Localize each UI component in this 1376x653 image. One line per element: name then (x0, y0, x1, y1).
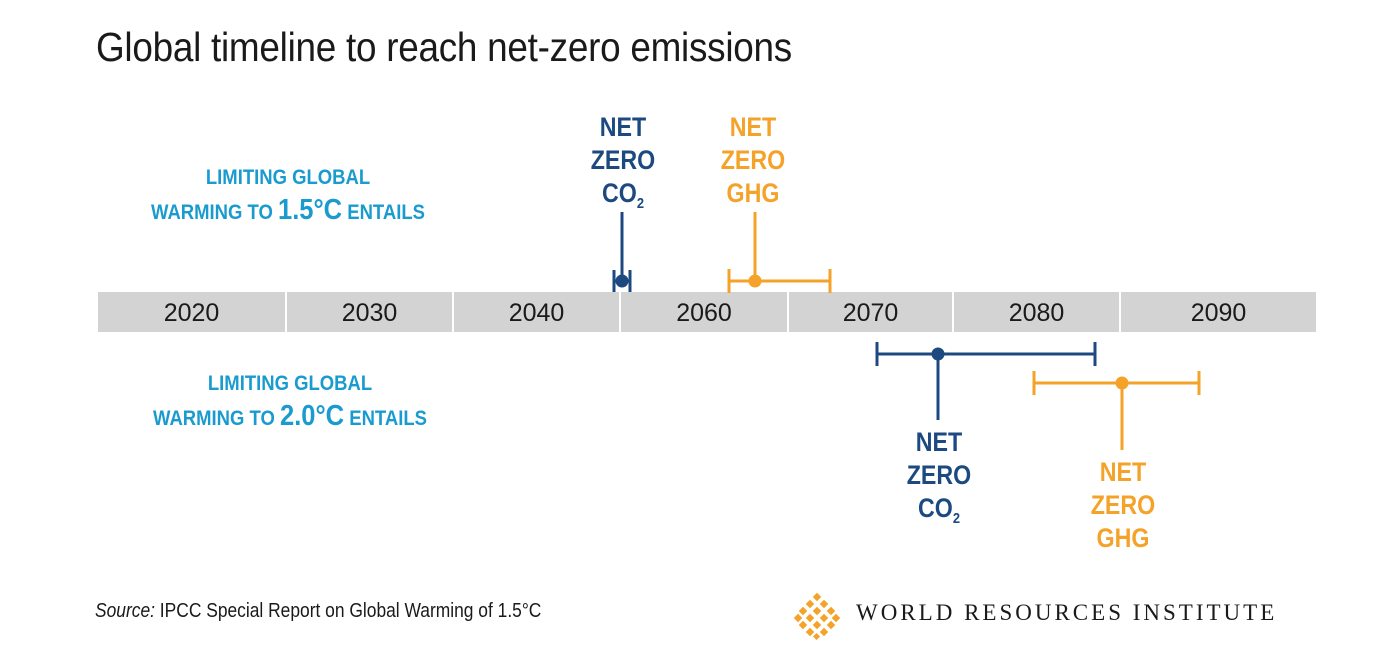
org-name: WORLD RESOURCES INSTITUTE (856, 600, 1278, 625)
axis-tick-label: 2030 (342, 299, 398, 327)
axis-segment (98, 292, 285, 332)
scenario-1-5-temp: 1.5°C (278, 194, 343, 226)
label-line: NET (599, 112, 647, 142)
wri-logo-icon (793, 592, 841, 640)
scenario-1-5-prefix: WARMING TO (151, 201, 279, 224)
label-line: ZERO (1090, 490, 1156, 520)
axis-segment (1121, 292, 1316, 332)
label-line: ZERO (720, 145, 786, 175)
label-line: ZERO (590, 145, 656, 175)
label-line: NET (915, 427, 963, 457)
scenario-1-5-suffix: ENTAILS (342, 201, 425, 224)
label-line: NET (1099, 457, 1147, 487)
scenario-label-2-0: LIMITING GLOBAL WARMING TO 2.0°C ENTAILS (132, 368, 449, 435)
axis-segment (789, 292, 952, 332)
subscript: 2 (636, 195, 645, 212)
subscript: 2 (952, 510, 961, 527)
range-midpoint (931, 347, 945, 361)
axis-tick-label: 2040 (509, 299, 565, 327)
label-line: GHG (1096, 523, 1150, 553)
label-line: CO (601, 178, 637, 208)
scenario-1-5-line1: LIMITING GLOBAL (205, 166, 371, 189)
scenario-2-0-suffix: ENTAILS (344, 407, 427, 430)
scenario-2-0-temp: 2.0°C (280, 400, 345, 432)
label-1-5-net-zero-ghg: NET ZERO GHG (719, 111, 788, 210)
label-1-5-net-zero-co2: NET ZERO CO2 (589, 111, 658, 212)
axis-segment (621, 292, 787, 332)
label-line: CO (917, 493, 953, 523)
label-2-0-net-zero-ghg: NET ZERO GHG (1089, 456, 1158, 555)
range-midpoint (748, 274, 762, 288)
axis-segment (287, 292, 452, 332)
axis-tick-label: 2020 (164, 299, 220, 327)
label-line: GHG (726, 178, 780, 208)
axis-tick-label: 2060 (676, 299, 732, 327)
axis-tick-label: 2080 (1009, 299, 1065, 327)
axis-segment (954, 292, 1119, 332)
source-prefix: Source: (95, 600, 155, 622)
source-note: Source: IPCC Special Report on Global Wa… (95, 600, 541, 623)
range-midpoint (615, 274, 629, 288)
axis-segment (454, 292, 619, 332)
scenario-2-0-prefix: WARMING TO (153, 407, 281, 430)
range-midpoint (1115, 376, 1129, 390)
axis-tick-label: 2090 (1191, 299, 1247, 327)
range-markers (612, 212, 1201, 450)
label-2-0-net-zero-co2: NET ZERO CO2 (905, 426, 974, 527)
axis-tick-label: 2070 (843, 299, 899, 327)
scenario-2-0-line1: LIMITING GLOBAL (207, 372, 373, 395)
scenario-label-1-5: LIMITING GLOBAL WARMING TO 1.5°C ENTAILS (130, 162, 447, 229)
label-line: ZERO (906, 460, 972, 490)
axis-band: 2020 2030 2040 2060 2070 2080 2090 (98, 292, 1316, 332)
chart-title: Global timeline to reach net-zero emissi… (96, 24, 792, 70)
label-line: NET (729, 112, 777, 142)
source-text: IPCC Special Report on Global Warming of… (154, 600, 542, 622)
